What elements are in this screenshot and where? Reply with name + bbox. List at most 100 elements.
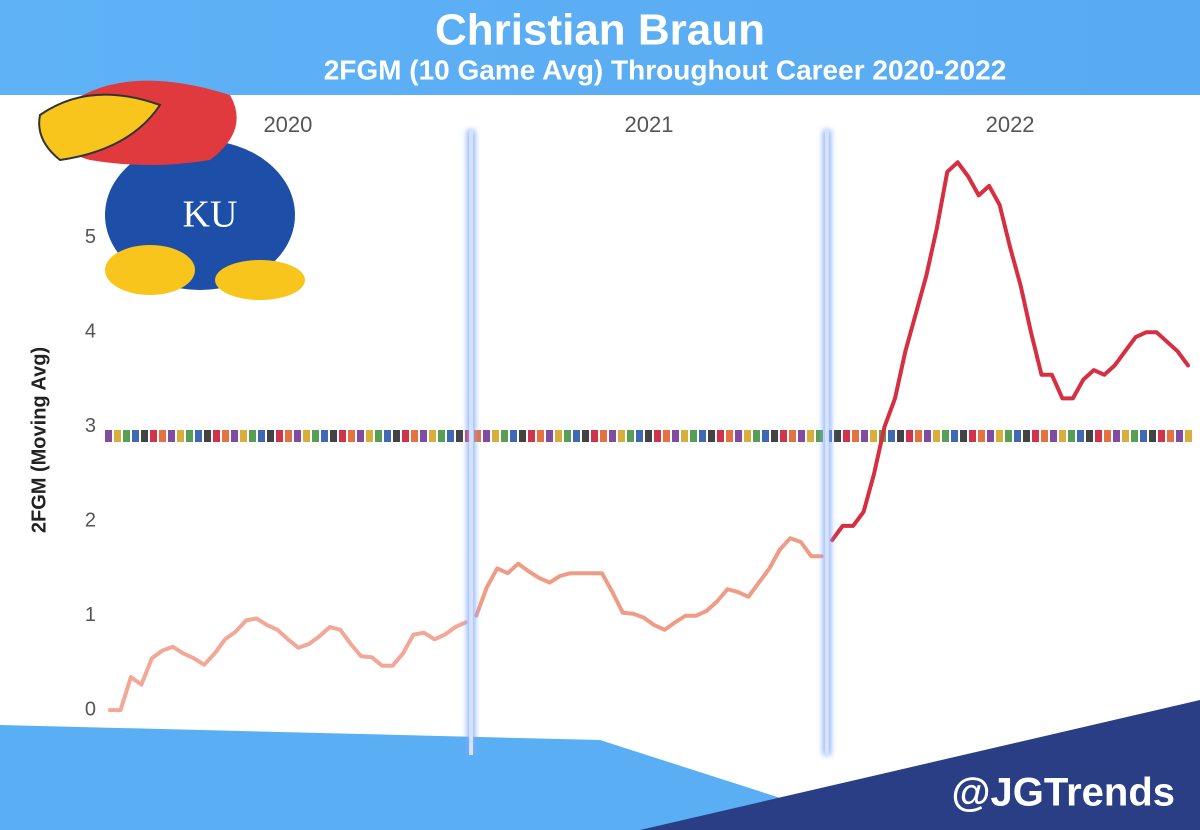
opponent-logo: [816, 430, 823, 442]
opponent-logo: [1032, 430, 1039, 442]
opponent-logo: [384, 430, 391, 442]
opponent-logo: [186, 430, 193, 442]
opponent-logo: [537, 430, 544, 442]
opponent-logo: [1005, 430, 1012, 442]
opponent-logo: [924, 430, 931, 442]
opponent-logo: [573, 430, 580, 442]
chart-title: Christian Braun: [435, 6, 765, 55]
opponent-logo: [1086, 430, 1093, 442]
opponent-logo: [1023, 430, 1030, 442]
opponent-logo: [105, 430, 112, 442]
y-tick-label: 3: [85, 415, 96, 437]
opponent-logo: [294, 430, 301, 442]
opponent-logo: [438, 430, 445, 442]
opponent-logo: [195, 430, 202, 442]
opponent-logo: [645, 430, 652, 442]
opponent-logo: [213, 430, 220, 442]
opponent-logo: [1095, 430, 1102, 442]
opponent-logo: [888, 430, 895, 442]
opponent-logo: [366, 430, 373, 442]
opponent-logo: [132, 430, 139, 442]
opponent-logo: [375, 430, 382, 442]
opponent-logo: [231, 430, 238, 442]
opponent-logo: [771, 430, 778, 442]
season-divider: [469, 130, 474, 755]
opponent-logo: [249, 430, 256, 442]
opponent-logo: [735, 430, 742, 442]
opponent-logo: [636, 430, 643, 442]
opponent-logo: [483, 430, 490, 442]
opponent-logo: [1077, 430, 1084, 442]
opponent-logo: [447, 430, 454, 442]
opponent-logo: [1176, 430, 1183, 442]
opponent-logo: [582, 430, 589, 442]
opponent-logo: [528, 430, 535, 442]
opponent-logo: [753, 430, 760, 442]
opponent-logo: [978, 430, 985, 442]
y-tick-label: 2: [85, 510, 96, 532]
opponent-logo: [141, 430, 148, 442]
opponent-logo: [996, 430, 1003, 442]
opponent-logo: [690, 430, 697, 442]
opponent-logo: [834, 430, 841, 442]
logo-text: KU: [183, 194, 238, 236]
opponent-logo: [789, 430, 796, 442]
y-tick-label: 1: [85, 604, 96, 626]
opponent-logo: [1014, 430, 1021, 442]
opponent-logo: [402, 430, 409, 442]
opponent-logo: [276, 430, 283, 442]
opponent-logo: [1185, 430, 1192, 442]
header-band: [0, 0, 1200, 95]
opponent-logo: [1050, 430, 1057, 442]
opponent-logo: [123, 430, 130, 442]
opponent-logo: [960, 430, 967, 442]
opponent-logo: [357, 430, 364, 442]
watermark: @JGTrends: [951, 771, 1175, 815]
opponent-logo: [222, 430, 229, 442]
opponent-logo: [267, 430, 274, 442]
footer-dark: [640, 700, 1200, 830]
opponent-logo: [546, 430, 553, 442]
opponent-logo: [726, 430, 733, 442]
opponent-logo: [798, 430, 805, 442]
opponent-logo: [1140, 430, 1147, 442]
opponent-logo: [474, 430, 481, 442]
opponent-logo: [681, 430, 688, 442]
opponent-logo: [312, 430, 319, 442]
opponent-logo: [1041, 430, 1048, 442]
y-tick-label: 5: [85, 226, 96, 248]
opponent-logo: [609, 430, 616, 442]
opponent-logo: [663, 430, 670, 442]
opponent-logo: [240, 430, 247, 442]
y-tick-label: 0: [85, 698, 96, 720]
opponent-logo: [456, 430, 463, 442]
opponent-logo: [861, 430, 868, 442]
opponent-logo: [519, 430, 526, 442]
opponent-logo: [393, 430, 400, 442]
opponent-logo: [762, 430, 769, 442]
opponent-logo: [717, 430, 724, 442]
opponent-logo: [285, 430, 292, 442]
y-tick-label: 4: [85, 321, 96, 343]
footer-light: [0, 725, 880, 830]
opponent-logo: [1158, 430, 1165, 442]
opponent-logo: [807, 430, 814, 442]
opponent-logo: [843, 430, 850, 442]
opponent-logo: [1113, 430, 1120, 442]
opponent-logo: [699, 430, 706, 442]
opponent-logo: [780, 430, 787, 442]
opponent-logo: [492, 430, 499, 442]
season-label: 2022: [986, 112, 1035, 137]
opponent-logo: [555, 430, 562, 442]
series-line: [830, 160, 1190, 543]
opponent-logo: [1131, 430, 1138, 442]
season-divider: [824, 130, 829, 755]
opponent-logo: [627, 430, 634, 442]
y-axis-label: 2FGM (Moving Avg): [28, 347, 50, 533]
season-label: 2021: [625, 112, 674, 137]
opponent-logo: [1122, 430, 1129, 442]
opponent-logo: [510, 430, 517, 442]
opponent-logo: [942, 430, 949, 442]
opponent-logo: [951, 430, 958, 442]
